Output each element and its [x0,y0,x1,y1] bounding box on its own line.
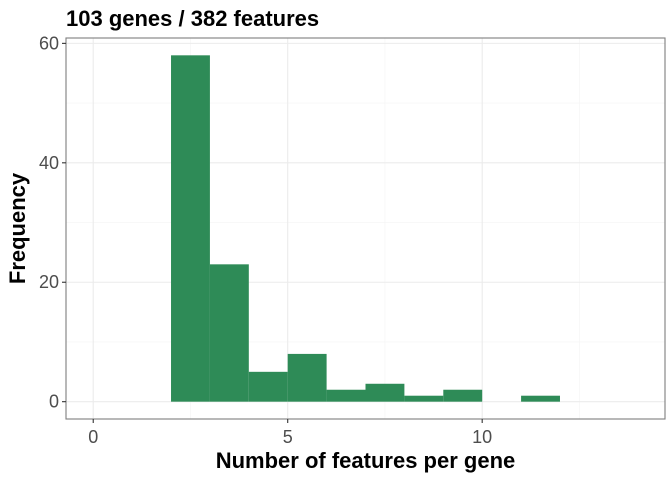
histogram-bar [209,264,249,402]
histogram-bar [404,395,444,402]
y-axis: 0 20 40 60 [39,33,66,412]
histogram-bar [287,353,327,402]
x-tick-label: 5 [283,427,293,447]
y-axis-title: Frequency [5,172,30,284]
grid [66,38,665,419]
x-tick-label: 10 [472,427,492,447]
histogram-bar [365,383,405,402]
panel-border [65,37,666,420]
histogram-bar [326,389,366,402]
histogram-bar [248,371,288,402]
histogram-bar [171,55,210,402]
chart-title: 103 genes / 382 features [66,6,319,31]
y-tick-label: 0 [49,392,59,412]
y-tick-label: 20 [39,272,59,292]
bars [171,55,560,402]
histogram-bar [521,395,560,402]
x-axis-title: Number of features per gene [216,448,516,473]
x-axis: 0 5 10 [88,419,492,447]
histogram-bar [443,389,483,402]
y-tick-label: 60 [39,33,59,53]
x-tick-label: 0 [88,427,98,447]
y-tick-label: 40 [39,153,59,173]
